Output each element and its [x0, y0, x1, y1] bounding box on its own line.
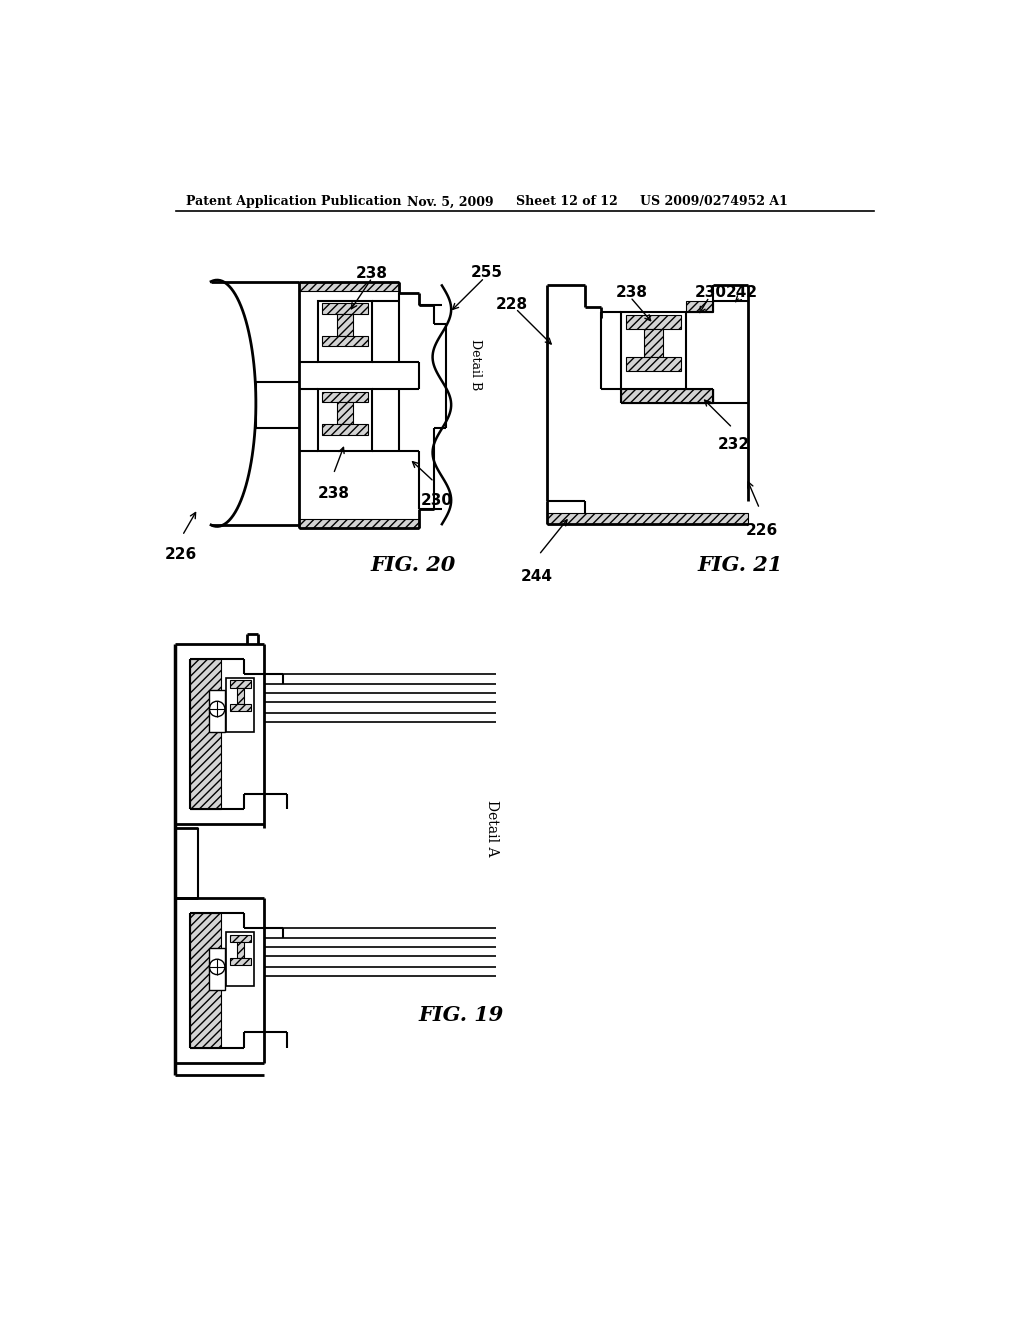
Text: 226: 226 [165, 548, 197, 562]
Text: 232: 232 [718, 437, 751, 453]
Text: 238: 238 [615, 285, 648, 301]
Bar [209, 948, 225, 990]
Text: Nov. 5, 2009: Nov. 5, 2009 [407, 195, 494, 209]
Bar [621, 313, 686, 389]
Bar [322, 392, 369, 403]
Text: 244: 244 [521, 569, 553, 583]
Bar [686, 301, 713, 313]
Bar [317, 389, 372, 451]
Text: 238: 238 [356, 267, 388, 281]
Bar [547, 512, 748, 524]
Bar [322, 304, 369, 314]
Bar [237, 942, 245, 958]
Text: 228: 228 [496, 297, 527, 312]
Text: 242: 242 [726, 285, 758, 301]
Bar [209, 689, 225, 733]
Bar [229, 935, 251, 942]
Text: 226: 226 [745, 523, 778, 537]
Bar [644, 330, 663, 358]
Bar [299, 281, 399, 290]
Bar [226, 678, 254, 733]
Bar [229, 681, 251, 688]
Bar [337, 314, 352, 335]
Bar [237, 688, 245, 704]
Bar [190, 659, 221, 809]
Text: 230: 230 [421, 494, 453, 508]
Bar [322, 335, 369, 346]
Text: FIG. 20: FIG. 20 [371, 554, 456, 576]
Bar [190, 913, 221, 1048]
Text: Patent Application Publication: Patent Application Publication [186, 195, 401, 209]
Text: 238: 238 [317, 486, 349, 500]
Text: FIG. 21: FIG. 21 [697, 554, 783, 576]
Bar [626, 315, 681, 330]
Text: Detail B: Detail B [469, 339, 481, 391]
Text: 230: 230 [695, 285, 727, 301]
Bar [686, 389, 713, 404]
Bar [226, 932, 254, 986]
Bar [299, 519, 419, 528]
Bar [621, 389, 713, 404]
Text: FIG. 19: FIG. 19 [419, 1006, 504, 1026]
Text: US 2009/0274952 A1: US 2009/0274952 A1 [640, 195, 787, 209]
Bar [229, 704, 251, 711]
Text: Sheet 12 of 12: Sheet 12 of 12 [515, 195, 617, 209]
Bar [337, 403, 352, 424]
Bar [322, 424, 369, 434]
Text: 255: 255 [471, 264, 503, 280]
Bar [229, 958, 251, 965]
Bar [626, 358, 681, 371]
Text: Detail A: Detail A [485, 800, 500, 857]
Bar [317, 301, 372, 363]
